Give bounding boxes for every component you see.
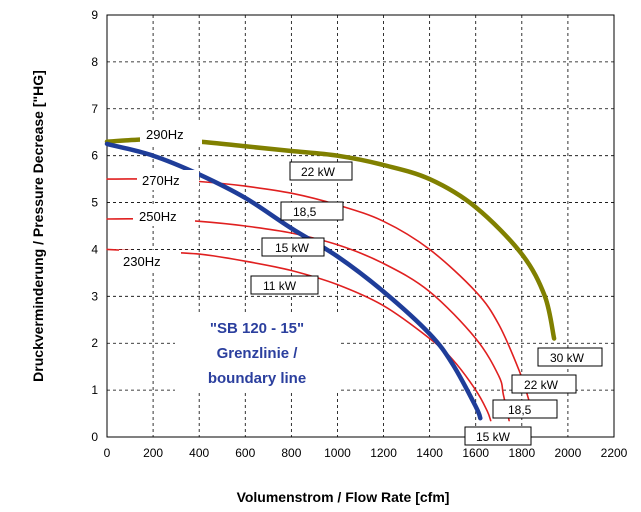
- x-tick-label: 800: [281, 446, 301, 460]
- x-tick-label: 1200: [370, 446, 397, 460]
- x-tick-label: 200: [143, 446, 163, 460]
- power-box-15kw-end: [464, 426, 532, 446]
- curve-230hz: [106, 248, 492, 422]
- y-tick-label: 3: [91, 289, 98, 303]
- curve-label-290hz: 290Hz: [146, 127, 184, 142]
- curve-250hz: [106, 218, 510, 422]
- power-label-185-top: 18,5: [293, 205, 317, 219]
- power-label-22kw-end: 22 kW: [524, 378, 559, 392]
- y-tick-label: 9: [91, 8, 98, 22]
- label-bg-270: [137, 170, 199, 190]
- annotation-line-2: Grenzlinie /: [217, 345, 299, 362]
- y-axis-title: Druckverminderung / Pressure Decrease ["…: [30, 70, 46, 382]
- power-label-22kw-top: 22 kW: [301, 165, 336, 179]
- x-tick-label: 1400: [416, 446, 443, 460]
- x-tick-label: 0: [104, 446, 111, 460]
- x-axis-title: Volumenstrom / Flow Rate [cfm]: [237, 489, 450, 505]
- power-label-185-end: 18,5: [508, 403, 532, 417]
- annotation-bg: [175, 312, 340, 392]
- y-tick-labels: 0 1 2 3 4 5 6 7 8 9: [91, 8, 98, 444]
- power-box-22kw-top: [289, 161, 353, 181]
- x-tick-label: 2200: [601, 446, 628, 460]
- y-tick-label: 1: [91, 383, 98, 397]
- boundary-annotation: "SB 120 - 15" Grenzlinie / boundary line: [175, 312, 340, 392]
- boundary-line: [104, 141, 483, 421]
- x-tick-label: 2000: [555, 446, 582, 460]
- x-tick-labels: 0 200 400 600 800 1000 1200 1400 1600 1800 2000 220…: [104, 446, 628, 460]
- power-boxes-top: 22 kW 18,5 15 kW 11 kW: [250, 161, 353, 295]
- frequency-labels: 290Hz 270Hz 250Hz 230Hz: [119, 123, 202, 270]
- x-tick-label: 1600: [462, 446, 489, 460]
- power-boxes-end: 30 kW 22 kW 18,5 15 kW: [464, 347, 603, 446]
- x-tick-label: 1800: [508, 446, 535, 460]
- y-tick-label: 2: [91, 336, 98, 350]
- curve-label-250hz: 250Hz: [139, 209, 177, 224]
- x-tick-label: 1000: [324, 446, 351, 460]
- y-tick-label: 8: [91, 55, 98, 69]
- y-tick-label: 4: [91, 242, 98, 256]
- label-bg-250: [133, 206, 195, 226]
- y-tick-label: 7: [91, 102, 98, 116]
- annotation-line-3: boundary line: [208, 370, 306, 387]
- power-box-185-top: [280, 201, 344, 221]
- power-label-15kw-top: 15 kW: [275, 241, 310, 255]
- power-box-30kw: [537, 347, 603, 367]
- y-tick-label: 0: [91, 430, 98, 444]
- x-tick-label: 400: [189, 446, 209, 460]
- power-box-185-end: [492, 399, 558, 419]
- curve-label-270hz: 270Hz: [142, 173, 180, 188]
- y-tick-label: 6: [91, 149, 98, 163]
- annotation-line-1: "SB 120 - 15": [210, 320, 304, 337]
- power-label-11kw-top: 11 kW: [263, 279, 297, 293]
- power-label-30kw: 30 kW: [550, 351, 585, 365]
- y-tick-label: 5: [91, 196, 98, 210]
- power-box-11kw-top: [250, 275, 319, 295]
- curve-label-230hz: 230Hz: [123, 254, 161, 269]
- x-tick-label: 600: [235, 446, 255, 460]
- power-label-15kw-end: 15 kW: [476, 430, 511, 444]
- power-box-15kw-top: [261, 237, 325, 257]
- power-box-22kw-end: [511, 374, 577, 394]
- label-bg-230: [119, 250, 181, 270]
- label-bg-290: [140, 123, 202, 145]
